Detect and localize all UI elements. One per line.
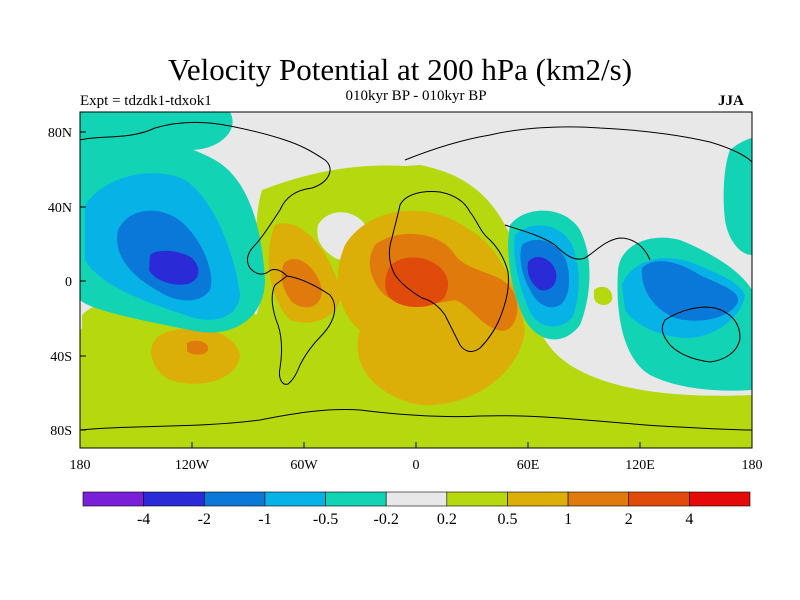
- colorbar-swatch: [628, 491, 690, 507]
- colorbar-label: 2: [625, 511, 633, 528]
- maritime-continent-negative-inner: [641, 261, 739, 321]
- northeast-negative: [723, 138, 752, 255]
- south-asia-coast: [504, 224, 651, 261]
- colorbar-label: -2: [198, 511, 211, 528]
- colorbar-label: 4: [685, 511, 693, 528]
- south-america-high: [281, 259, 322, 308]
- colorbar-swatch: [689, 491, 751, 507]
- south-america-coast: [271, 275, 336, 385]
- colorbar-label: 0.2: [437, 511, 457, 528]
- map-title: Velocity Potential at 200 hPa (km2/s): [167, 52, 633, 87]
- eurasia-coast: [404, 126, 752, 163]
- y-tick-label: 40S: [50, 350, 72, 365]
- colorbar-swatch: [446, 491, 508, 507]
- colorbar-swatch: [264, 491, 326, 507]
- colorbar-swatch: [203, 491, 266, 507]
- south-pacific-high: [187, 340, 209, 355]
- x-tick-label: 180: [742, 458, 763, 473]
- colorbar-label: -0.2: [374, 511, 399, 528]
- y-tick-label: 0: [65, 275, 72, 290]
- x-axis: 180 120W 60W 0 60E 120E 180: [70, 442, 763, 473]
- x-tick-label: 60W: [290, 458, 318, 473]
- y-tick-label: 80S: [50, 424, 72, 439]
- colorbar-swatch: [143, 491, 205, 507]
- colorbar-swatch: [507, 491, 569, 507]
- colorbar-label: -1: [258, 511, 271, 528]
- colorbar-label: 1: [564, 511, 572, 528]
- season-label: JJA: [718, 93, 744, 109]
- coastlines: [80, 121, 752, 431]
- x-tick-label: 120E: [625, 458, 655, 473]
- europe-africa-coast: [388, 191, 509, 353]
- indian-ocean-minimum: [527, 257, 557, 291]
- period-label: 010kyr BP - 010kyr BP: [345, 88, 487, 104]
- contour-field: [80, 112, 752, 448]
- colorbar-swatch: [385, 491, 448, 507]
- arctic-negative: [80, 112, 233, 160]
- experiment-label: Expt = tdzdk1-tdxok1: [80, 93, 212, 109]
- australia-coast: [661, 306, 741, 363]
- x-tick-label: 180: [70, 458, 91, 473]
- colorbar: -4 -2 -1 -0.5 -0.2 0.2 0.5 1 2 4: [82, 491, 751, 528]
- colorbar-swatch: [325, 491, 387, 507]
- colorbar-swatch: [82, 491, 144, 507]
- africa-peak: [385, 257, 448, 307]
- y-tick-label: 40N: [48, 201, 72, 216]
- colorbar-label: -0.5: [313, 511, 338, 528]
- antarctica-coast: [80, 408, 752, 431]
- x-tick-label: 60E: [517, 458, 540, 473]
- x-tick-label: 120W: [175, 458, 210, 473]
- colorbar-label: 0.5: [497, 511, 517, 528]
- x-tick-label: 0: [413, 458, 420, 473]
- south-pacific-mid-positive: [151, 327, 240, 384]
- y-tick-label: 80N: [48, 126, 72, 141]
- north-pacific-minimum: [149, 250, 199, 285]
- colorbar-label: -4: [137, 511, 150, 528]
- north-america-coast: [80, 121, 331, 277]
- y-axis: 80N 40N 0 40S 80S: [48, 126, 86, 439]
- small-positive-lobe: [594, 286, 613, 306]
- colorbar-swatch: [567, 491, 630, 507]
